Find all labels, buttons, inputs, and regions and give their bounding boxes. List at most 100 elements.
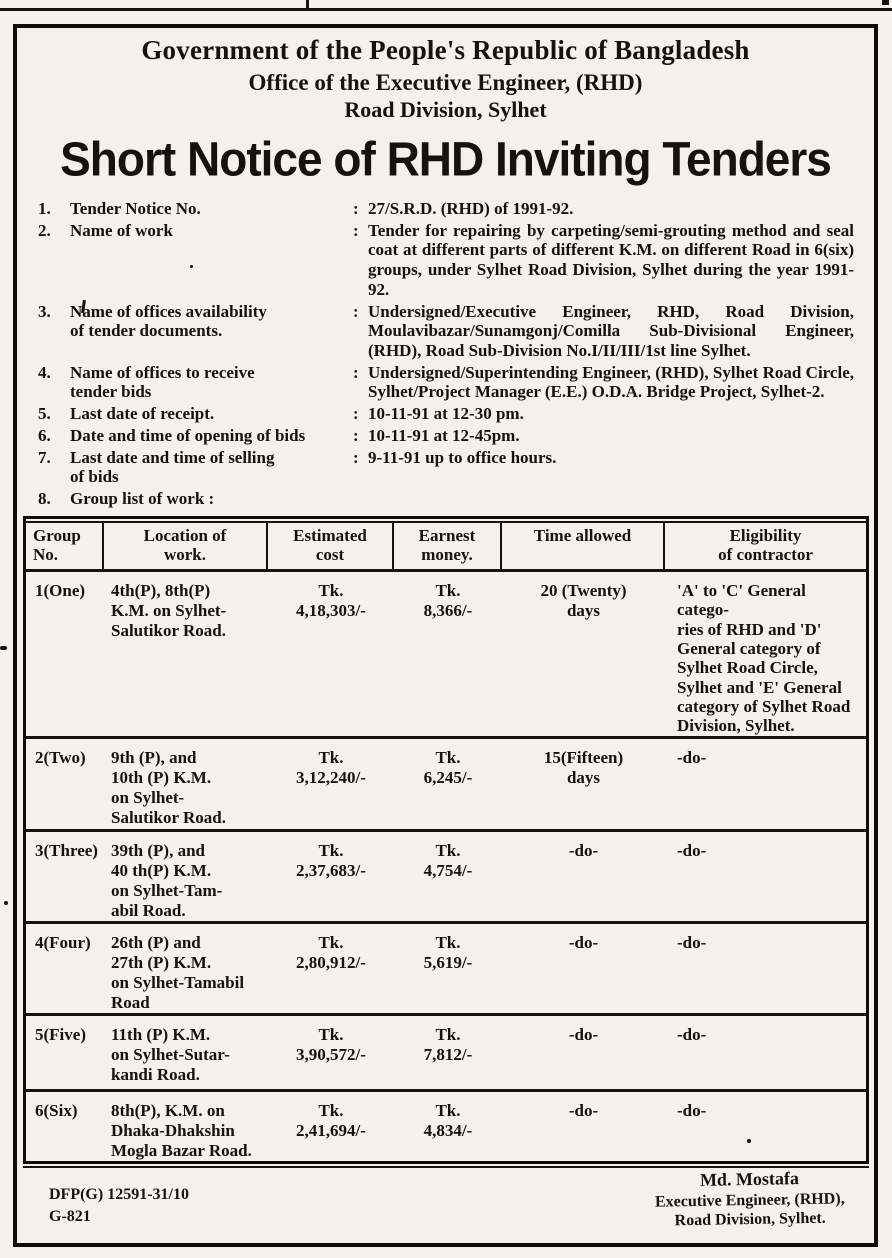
document-footer: DFP(G) 12591-31/10 G-821 Md. Mostafa Exe… bbox=[23, 1166, 869, 1231]
cell-group-no: 2(Two) bbox=[35, 747, 86, 767]
signatory-org: Road Division, Sylhet. bbox=[674, 1210, 827, 1231]
cell-eligibility: -do- bbox=[677, 1025, 707, 1045]
item-label: Tender Notice No. bbox=[70, 198, 201, 218]
print-reference: DFP(G) 12591-31/10 G-821 bbox=[49, 1184, 189, 1227]
header-cell-eligibility: Eligibility of contractor bbox=[665, 520, 866, 572]
item-label: Date and time of opening of bids bbox=[70, 425, 306, 445]
item-number: 5. bbox=[38, 404, 51, 424]
notice-item: 3. Name of offices availability of tende… bbox=[37, 302, 856, 361]
item-colon: : bbox=[353, 362, 359, 382]
table-row: 5(Five) 11th (P) K.M. on Sylhet-Sutar- k… bbox=[26, 1013, 866, 1089]
cell-location: 11th (P) K.M. on Sylhet-Sutar- kandi Roa… bbox=[111, 1025, 230, 1085]
item-label: Name of work bbox=[70, 220, 173, 240]
item-number: 3. bbox=[38, 301, 51, 321]
header-cell-location: Location of work. bbox=[104, 520, 268, 572]
cell-eligibility: -do- bbox=[677, 840, 707, 860]
cell-eligibility: -do- bbox=[677, 747, 707, 767]
item-number: 7. bbox=[38, 447, 51, 467]
cell-group-no: 1(One) bbox=[35, 580, 86, 600]
item-value: Undersigned/Executive Engineer, RHD, Roa… bbox=[368, 301, 854, 360]
notice-item: 1. Tender Notice No. : 27/S.R.D. (RHD) o… bbox=[37, 199, 856, 219]
item-number: 1. bbox=[38, 198, 51, 218]
table-row: 3(Three) 39th (P), and 40 th(P) K.M. on … bbox=[26, 828, 866, 921]
cell-time-allowed: -do- bbox=[568, 1025, 599, 1045]
notice-item: 6. Date and time of opening of bids : 10… bbox=[37, 426, 856, 446]
cell-location: 9th (P), and 10th (P) K.M. on Sylhet- Sa… bbox=[111, 747, 226, 827]
group-work-table: Group No. Location of work. Estimated co… bbox=[23, 515, 869, 1165]
print-ref-line1: DFP(G) 12591-31/10 bbox=[49, 1186, 189, 1204]
cell-earnest-money: Tk. 8,366/- bbox=[423, 580, 473, 620]
cell-group-no: 6(Six) bbox=[35, 1101, 78, 1121]
table-row: 6(Six) 8th(P), K.M. on Dhaka-Dhakshin Mo… bbox=[26, 1089, 866, 1161]
scan-artifact bbox=[0, 646, 7, 650]
cell-estimated-cost: Tk. 3,12,240/- bbox=[296, 747, 366, 787]
item-label: Last date of receipt. bbox=[70, 404, 215, 424]
cell-location: 8th(P), K.M. on Dhaka-Dhakshin Mogla Baz… bbox=[111, 1101, 252, 1161]
cell-time-allowed: -do- bbox=[568, 840, 599, 860]
item-number: 4. bbox=[38, 362, 51, 382]
scan-artifact bbox=[4, 901, 8, 905]
header-cell-group-no: Group No. bbox=[26, 520, 104, 572]
cell-time-allowed: 15(Fifteen) days bbox=[543, 747, 624, 787]
office-line: Office of the Executive Engineer, (RHD) bbox=[248, 69, 643, 95]
scan-artifact bbox=[882, 0, 889, 5]
item-colon: : bbox=[353, 220, 359, 240]
notice-item: 8. Group list of work : bbox=[37, 489, 856, 509]
item-colon bbox=[353, 489, 368, 509]
item-label: Group list of work : bbox=[70, 489, 215, 508]
cell-estimated-cost: Tk. 3,90,572/- bbox=[296, 1025, 366, 1065]
item-colon: : bbox=[353, 198, 359, 218]
item-value: 9-11-91 up to office hours. bbox=[368, 447, 557, 467]
cell-earnest-money: Tk. 4,834/- bbox=[423, 1101, 473, 1141]
table-row: 1(One) 4th(P), 8th(P) K.M. on Sylhet- Sa… bbox=[26, 572, 866, 736]
item-colon: : bbox=[353, 301, 359, 321]
print-ref-line2: G-821 bbox=[49, 1207, 91, 1225]
document-frame: Government of the People's Republic of B… bbox=[13, 24, 878, 1247]
cell-eligibility: -do- bbox=[677, 1101, 707, 1121]
scan-artifact bbox=[747, 1139, 751, 1143]
item-number: 2. bbox=[38, 220, 51, 240]
notice-list: 1. Tender Notice No. : 27/S.R.D. (RHD) o… bbox=[37, 199, 856, 509]
notice-item: 5. Last date of receipt. : 10-11-91 at 1… bbox=[37, 404, 856, 424]
item-value: Undersigned/Superintending Engineer, (RH… bbox=[368, 362, 854, 402]
item-label: Name of offices availability of tender d… bbox=[70, 301, 267, 341]
table-header-row: Group No. Location of work. Estimated co… bbox=[26, 520, 866, 572]
item-colon: : bbox=[353, 447, 359, 467]
cell-location: 39th (P), and 40 th(P) K.M. on Sylhet-Ta… bbox=[111, 840, 223, 920]
item-label: Name of offices to receive tender bids bbox=[70, 362, 255, 402]
item-value: 27/S.R.D. (RHD) of 1991-92. bbox=[368, 198, 574, 218]
cell-estimated-cost: Tk. 2,37,683/- bbox=[296, 840, 366, 880]
table-row: 4(Four) 26th (P) and 27th (P) K.M. on Sy… bbox=[26, 921, 866, 1013]
cell-time-allowed: 20 (Twenty) days bbox=[540, 580, 627, 620]
scan-artifact bbox=[190, 265, 193, 268]
government-title: Government of the People's Republic of B… bbox=[141, 35, 750, 65]
division-line: Road Division, Sylhet bbox=[344, 96, 547, 122]
cell-estimated-cost: Tk. 2,80,912/- bbox=[296, 933, 366, 973]
scan-artifact bbox=[306, 0, 309, 9]
item-label: Last date and time of selling of bids bbox=[70, 447, 275, 487]
item-number: 8. bbox=[38, 489, 51, 508]
cell-group-no: 3(Three) bbox=[35, 840, 98, 860]
item-value: 10-11-91 at 12-30 pm. bbox=[368, 404, 524, 424]
scan-artifact bbox=[0, 8, 892, 11]
header-cell-estimated-cost: Estimated cost bbox=[268, 520, 394, 572]
cell-eligibility: -do- bbox=[677, 933, 707, 952]
notice-headline: Short Notice of RHD Inviting Tenders bbox=[60, 131, 832, 186]
item-number: 6. bbox=[38, 425, 51, 445]
notice-item: 7. Last date and time of selling of bids… bbox=[37, 448, 856, 487]
cell-earnest-money: Tk. 4,754/- bbox=[423, 840, 473, 880]
item-colon: : bbox=[353, 425, 359, 445]
item-value: Tender for repairing by carpeting/semi-g… bbox=[368, 220, 854, 299]
cell-location: 26th (P) and 27th (P) K.M. on Sylhet-Tam… bbox=[111, 933, 245, 1013]
notice-item: 4. Name of offices to receive tender bid… bbox=[37, 363, 856, 402]
table-row: 2(Two) 9th (P), and 10th (P) K.M. on Syl… bbox=[26, 735, 866, 829]
header-cell-earnest-money: Earnest money. bbox=[394, 520, 502, 572]
cell-estimated-cost: Tk. 2,41,694/- bbox=[296, 1101, 366, 1141]
item-value bbox=[368, 489, 856, 509]
cell-group-no: 5(Five) bbox=[35, 1025, 86, 1045]
cell-earnest-money: Tk. 6,245/- bbox=[423, 747, 473, 787]
cell-estimated-cost: Tk. 4,18,303/- bbox=[296, 580, 366, 620]
cell-group-no: 4(Four) bbox=[35, 933, 91, 952]
cell-time-allowed: -do- bbox=[568, 1101, 599, 1121]
